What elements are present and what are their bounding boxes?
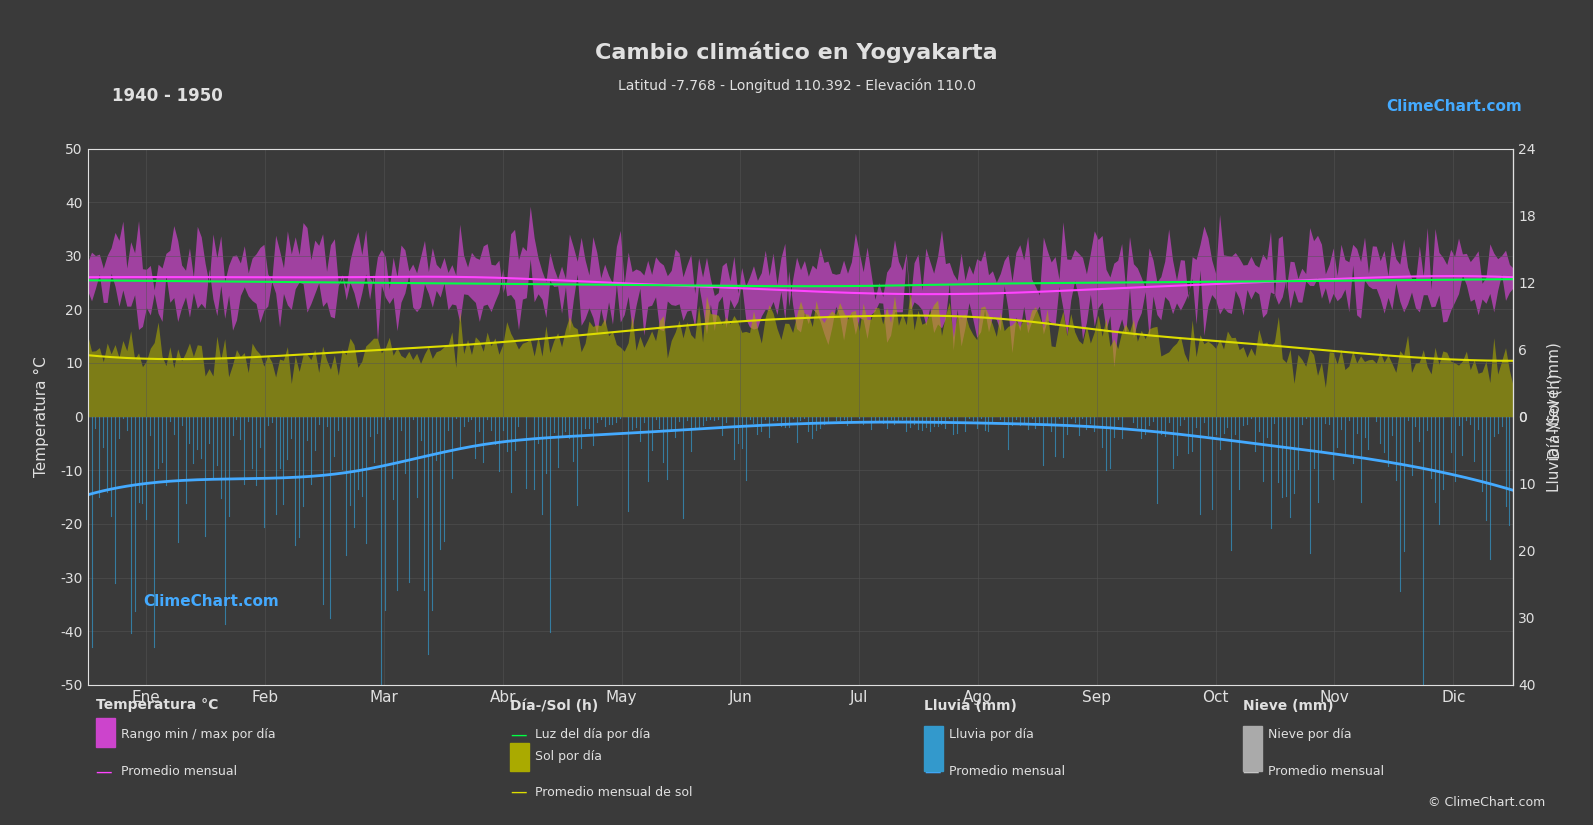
Text: Promedio mensual: Promedio mensual (121, 765, 237, 778)
Y-axis label: Día-/Sol (h): Día-/Sol (h) (1547, 374, 1563, 460)
Text: Promedio mensual de sol: Promedio mensual de sol (535, 785, 693, 799)
Text: Nieve por día: Nieve por día (1268, 728, 1351, 741)
Y-axis label: Temperatura °C: Temperatura °C (33, 356, 49, 477)
Text: —: — (96, 762, 112, 780)
Text: —: — (510, 783, 526, 801)
Text: ClimeChart.com: ClimeChart.com (143, 594, 279, 609)
Text: Lluvia por día: Lluvia por día (949, 728, 1034, 741)
Text: Luz del día por día: Luz del día por día (535, 728, 652, 741)
Text: —: — (1243, 762, 1258, 780)
Text: Temperatura °C: Temperatura °C (96, 699, 218, 713)
Text: Rango min / max por día: Rango min / max por día (121, 728, 276, 741)
Text: ClimeChart.com: ClimeChart.com (1386, 99, 1521, 114)
Text: Latitud -7.768 - Longitud 110.392 - Elevación 110.0: Latitud -7.768 - Longitud 110.392 - Elev… (618, 78, 975, 93)
Text: Día-/Sol (h): Día-/Sol (h) (510, 699, 597, 713)
Text: 1940 - 1950: 1940 - 1950 (112, 87, 223, 105)
Text: Sol por día: Sol por día (535, 750, 602, 763)
Text: Nieve (mm): Nieve (mm) (1243, 699, 1333, 713)
Text: Promedio mensual: Promedio mensual (1268, 765, 1384, 778)
Text: © ClimeChart.com: © ClimeChart.com (1427, 795, 1545, 808)
Text: Cambio climático en Yogyakarta: Cambio climático en Yogyakarta (596, 41, 997, 63)
Text: Lluvia (mm): Lluvia (mm) (924, 699, 1016, 713)
Text: Promedio mensual: Promedio mensual (949, 765, 1066, 778)
Y-axis label: Lluvia / Nieve (mm): Lluvia / Nieve (mm) (1547, 342, 1563, 492)
Text: —: — (924, 762, 940, 780)
Text: —: — (510, 725, 526, 743)
